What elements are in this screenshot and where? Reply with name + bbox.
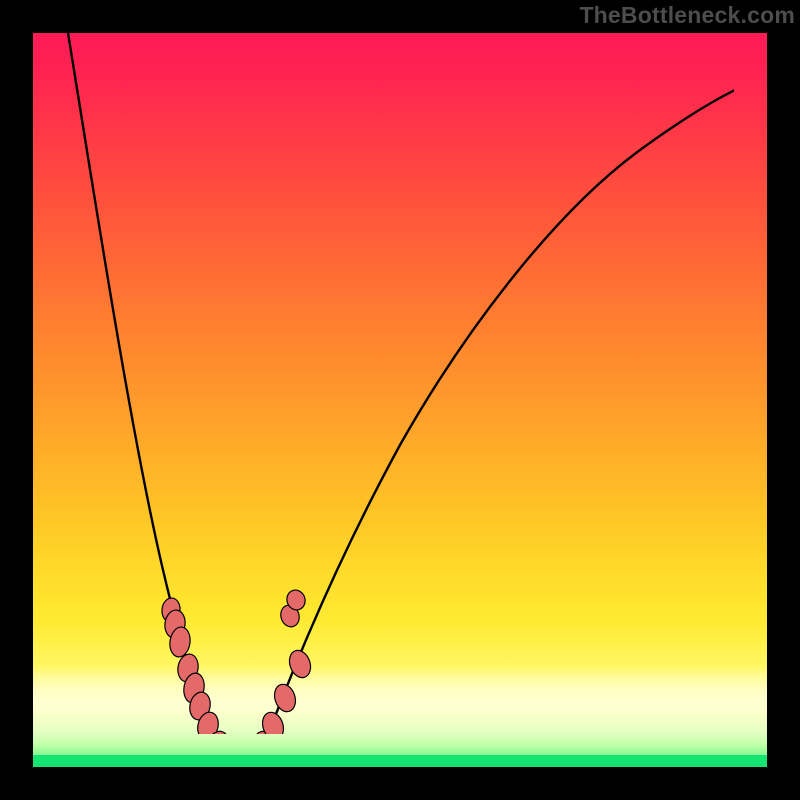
plot-area [33,33,767,767]
data-marker [259,710,287,743]
data-marker [271,682,299,715]
watermark-text: TheBottleneck.com [579,2,795,29]
chart-curves [33,33,767,767]
data-markers [161,588,314,777]
bottleneck-curve-left [68,33,238,762]
bottleneck-curve-right [250,76,767,760]
